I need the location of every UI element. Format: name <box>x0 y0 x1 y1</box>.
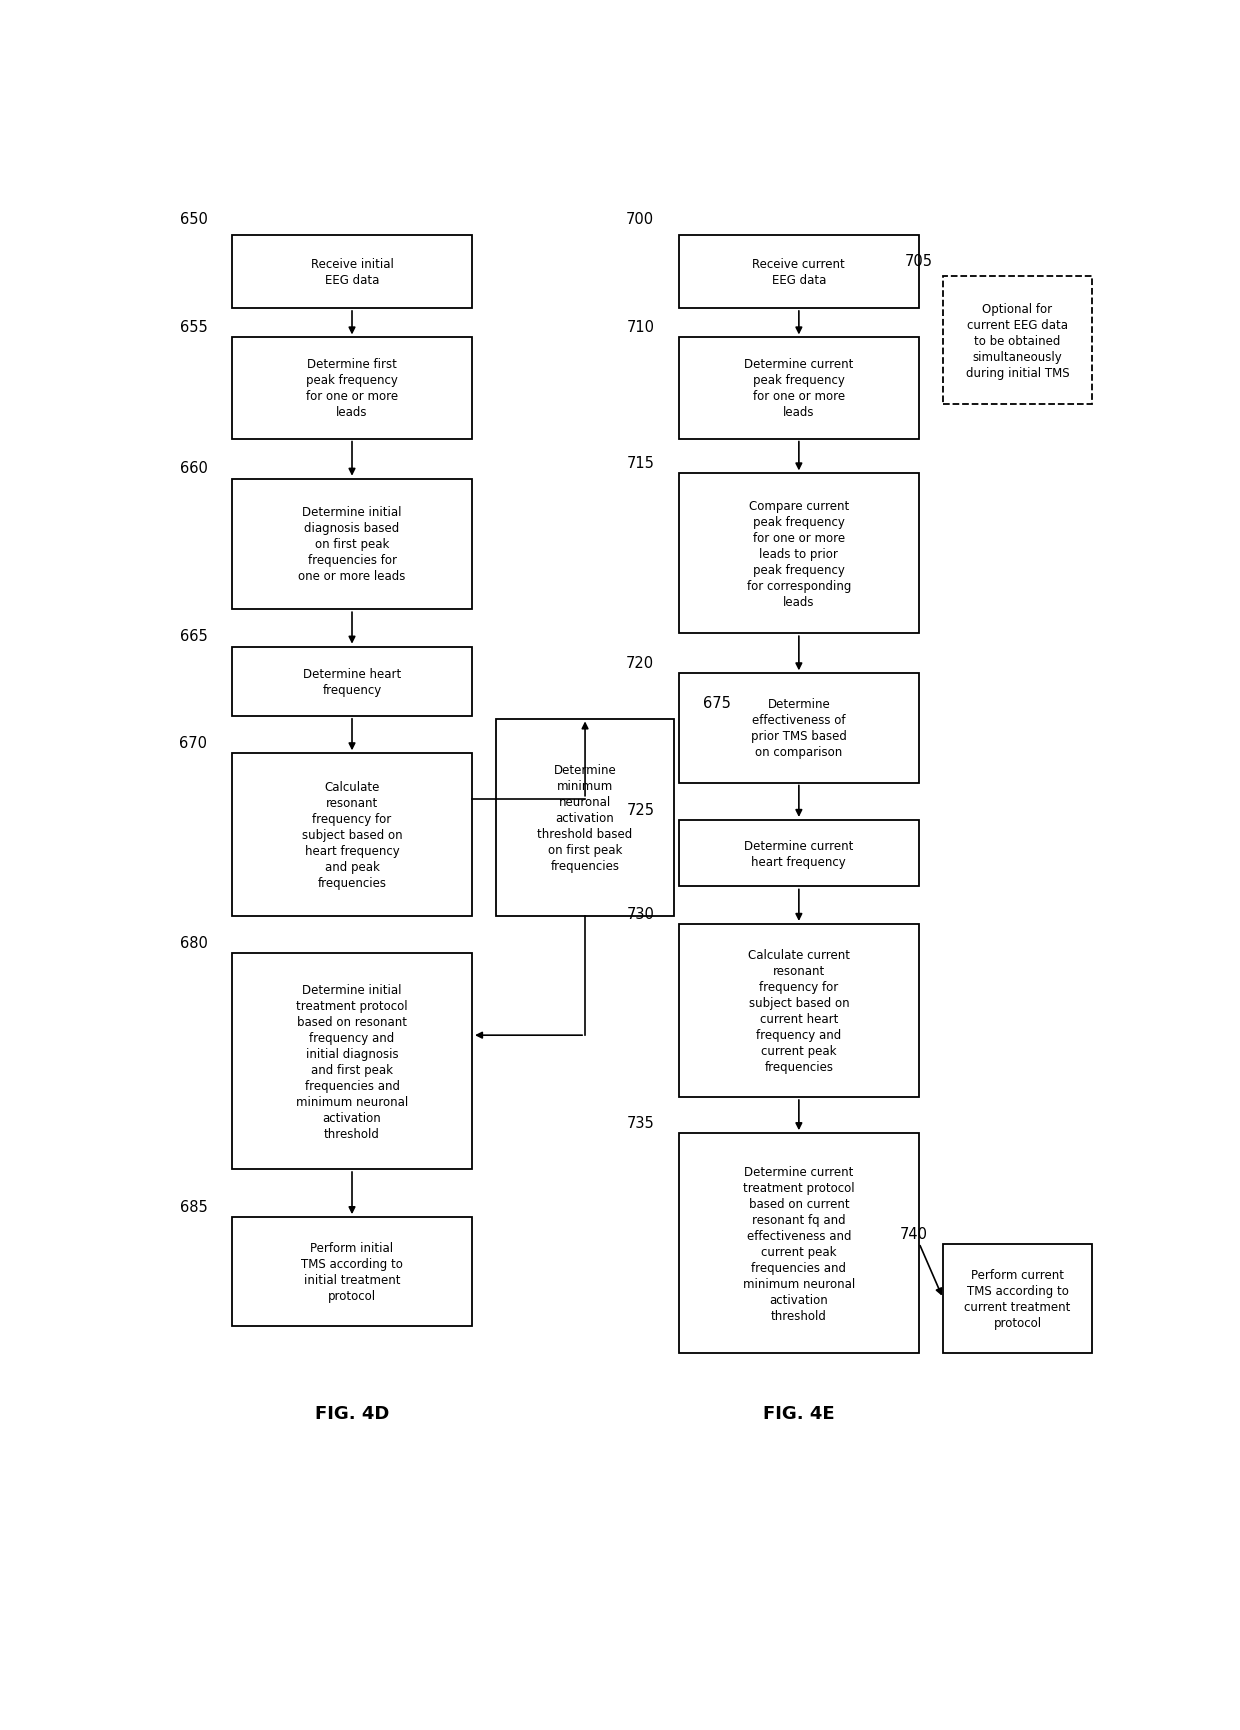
Text: FIG. 4D: FIG. 4D <box>315 1405 389 1422</box>
FancyBboxPatch shape <box>678 1133 919 1353</box>
FancyBboxPatch shape <box>678 235 919 310</box>
Text: 705: 705 <box>905 253 932 268</box>
FancyBboxPatch shape <box>232 754 472 917</box>
FancyBboxPatch shape <box>942 1244 1092 1353</box>
Text: Perform initial
TMS according to
initial treatment
protocol: Perform initial TMS according to initial… <box>301 1242 403 1303</box>
FancyBboxPatch shape <box>232 647 472 716</box>
Text: 655: 655 <box>180 320 207 336</box>
Text: 740: 740 <box>900 1227 929 1240</box>
FancyBboxPatch shape <box>232 235 472 310</box>
FancyBboxPatch shape <box>232 337 472 439</box>
Text: Determine heart
frequency: Determine heart frequency <box>303 668 401 695</box>
Text: Determine current
treatment protocol
based on current
resonant fq and
effectiven: Determine current treatment protocol bas… <box>743 1164 856 1322</box>
Text: Receive current
EEG data: Receive current EEG data <box>753 258 846 287</box>
FancyBboxPatch shape <box>678 820 919 887</box>
FancyBboxPatch shape <box>678 474 919 633</box>
Text: FIG. 4E: FIG. 4E <box>763 1405 835 1422</box>
FancyBboxPatch shape <box>232 1218 472 1327</box>
FancyBboxPatch shape <box>496 720 675 917</box>
Text: 725: 725 <box>626 803 655 817</box>
Text: 685: 685 <box>180 1199 207 1214</box>
Text: Determine
effectiveness of
prior TMS based
on comparison: Determine effectiveness of prior TMS bas… <box>751 697 847 759</box>
Text: Compare current
peak frequency
for one or more
leads to prior
peak frequency
for: Compare current peak frequency for one o… <box>746 500 851 609</box>
Text: Determine current
peak frequency
for one or more
leads: Determine current peak frequency for one… <box>744 358 853 419</box>
FancyBboxPatch shape <box>678 337 919 439</box>
Text: Optional for
current EEG data
to be obtained
simultaneously
during initial TMS: Optional for current EEG data to be obta… <box>966 303 1069 379</box>
Text: Determine initial
diagnosis based
on first peak
frequencies for
one or more lead: Determine initial diagnosis based on fir… <box>299 507 405 583</box>
Text: Receive initial
EEG data: Receive initial EEG data <box>310 258 393 287</box>
Text: 700: 700 <box>626 213 655 227</box>
Text: Determine
minimum
neuronal
activation
threshold based
on first peak
frequencies: Determine minimum neuronal activation th… <box>537 763 632 872</box>
Text: 680: 680 <box>180 936 207 950</box>
Text: Determine current
heart frequency: Determine current heart frequency <box>744 839 853 868</box>
Text: 675: 675 <box>703 695 732 711</box>
Text: Perform current
TMS according to
current treatment
protocol: Perform current TMS according to current… <box>965 1268 1070 1329</box>
Text: 735: 735 <box>626 1116 655 1130</box>
FancyBboxPatch shape <box>232 953 472 1169</box>
Text: Determine first
peak frequency
for one or more
leads: Determine first peak frequency for one o… <box>306 358 398 419</box>
Text: Calculate
resonant
frequency for
subject based on
heart frequency
and peak
frequ: Calculate resonant frequency for subject… <box>301 780 402 889</box>
Text: 670: 670 <box>180 735 207 751</box>
Text: Calculate current
resonant
frequency for
subject based on
current heart
frequenc: Calculate current resonant frequency for… <box>748 948 849 1073</box>
Text: 715: 715 <box>626 457 655 471</box>
Text: 710: 710 <box>626 320 655 336</box>
FancyBboxPatch shape <box>678 924 919 1097</box>
FancyBboxPatch shape <box>678 675 919 784</box>
FancyBboxPatch shape <box>942 277 1092 405</box>
Text: Determine initial
treatment protocol
based on resonant
frequency and
initial dia: Determine initial treatment protocol bas… <box>296 983 408 1140</box>
Text: 720: 720 <box>626 656 655 671</box>
Text: 650: 650 <box>180 213 207 227</box>
FancyBboxPatch shape <box>232 479 472 611</box>
Text: 660: 660 <box>180 462 207 476</box>
Text: 730: 730 <box>626 907 655 920</box>
Text: 665: 665 <box>180 630 207 644</box>
